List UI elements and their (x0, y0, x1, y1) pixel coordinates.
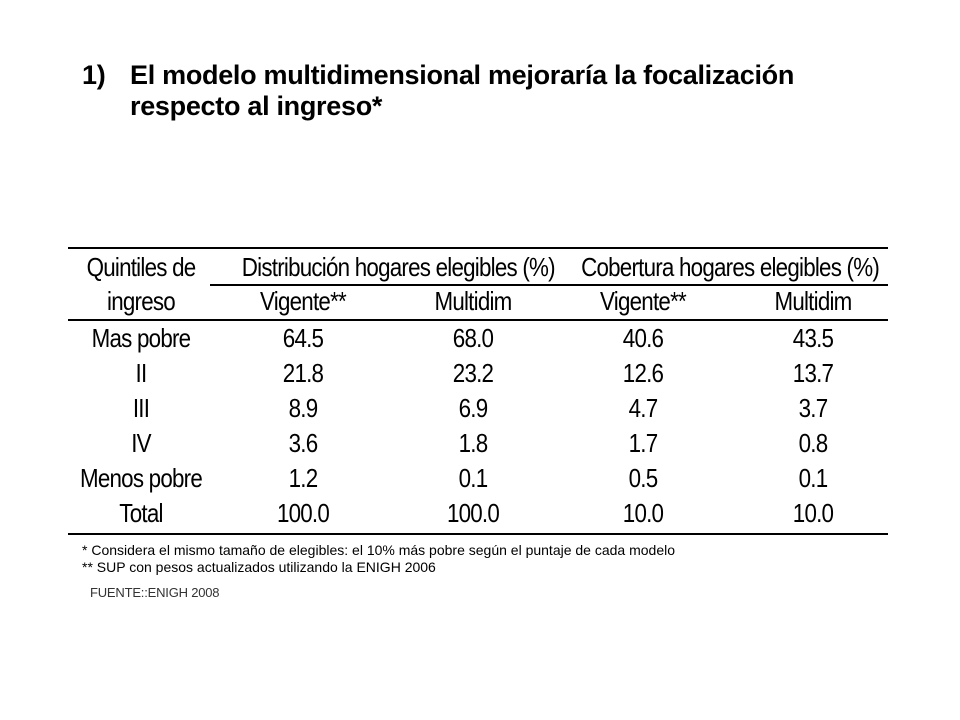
table-cell: 3.7 (798, 393, 829, 423)
table-cell: 4.7 (628, 393, 659, 423)
table-cell: 6.9 (458, 393, 489, 423)
row-label-header-line-2: ingreso (107, 286, 176, 316)
table-cell: 68.0 (452, 323, 494, 353)
group-header-rule (210, 284, 888, 286)
row-label-header-line-1: Quintiles de (86, 252, 197, 282)
table-cell: 64.5 (282, 323, 324, 353)
table-cell: 0.5 (628, 463, 659, 493)
table-cell: 1.7 (628, 428, 659, 458)
heading-line-1: El modelo multidimensional mejoraría la … (130, 60, 795, 90)
sub-header-cob-vigente: Vigente** (600, 286, 687, 316)
heading-line-2: respecto al ingreso* (130, 91, 383, 121)
table-cell: 43.5 (792, 323, 834, 353)
table-cell: 3.6 (288, 428, 319, 458)
header-bottom-rule (68, 319, 888, 321)
table-cell: 12.6 (622, 358, 664, 388)
table-bottom-rule (68, 533, 888, 535)
group-header-cobertura: Cobertura hogares elegibles (%) (581, 252, 880, 282)
table-cell: 0.8 (798, 428, 829, 458)
group-header-distribucion: Distribución hogares elegibles (%) (241, 252, 556, 282)
source-note: FUENTE::ENIGH 2008 (90, 585, 220, 600)
footnote-1: * Considera el mismo tamaño de elegibles… (82, 542, 676, 558)
footnotes: * Considera el mismo tamaño de elegibles… (82, 542, 675, 576)
table-cell: 13.7 (792, 358, 834, 388)
table-cell: 1.2 (288, 463, 319, 493)
row-label: II (135, 358, 148, 388)
table-cell: 40.6 (622, 323, 664, 353)
table-cell: 100.0 (276, 498, 330, 528)
row-label: Total (119, 498, 163, 528)
table-cell: 0.1 (798, 463, 829, 493)
results-table: Quintiles de ingreso Distribución hogare… (68, 247, 888, 537)
table-cell: 10.0 (792, 498, 834, 528)
sub-header-dist-vigente: Vigente** (260, 286, 347, 316)
sub-header-dist-multidim: Multidim (434, 286, 512, 316)
row-label: Menos pobre (79, 463, 203, 493)
heading-text: El modelo multidimensional mejoraría la … (130, 60, 890, 122)
table-cell: 10.0 (622, 498, 664, 528)
table-cell: 1.8 (458, 428, 489, 458)
sub-header-cob-multidim: Multidim (774, 286, 852, 316)
table-cell: 0.1 (458, 463, 489, 493)
row-label: III (132, 393, 150, 423)
footnote-2: ** SUP con pesos actualizados utilizando… (82, 559, 436, 575)
table-cell: 8.9 (288, 393, 319, 423)
table-cell: 23.2 (452, 358, 494, 388)
table-cell: 100.0 (446, 498, 500, 528)
row-label: Mas pobre (91, 323, 191, 353)
heading-number: 1) (82, 60, 106, 90)
row-label: IV (131, 428, 151, 458)
table-cell: 21.8 (282, 358, 324, 388)
table-top-rule (68, 247, 888, 249)
